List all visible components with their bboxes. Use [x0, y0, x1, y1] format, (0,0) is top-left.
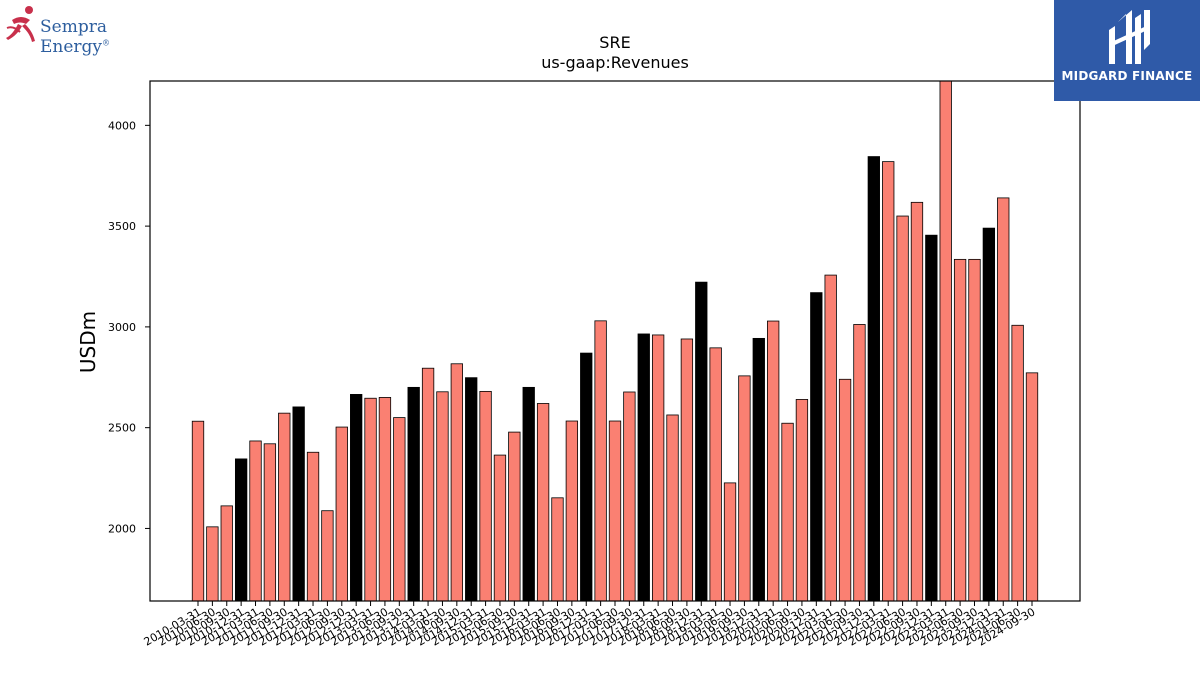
bar-2013-06-30 [378, 397, 392, 602]
y-tick-label: 2000 [108, 522, 136, 535]
sempra-runner-icon [6, 6, 35, 42]
bar-2016-09-30 [565, 420, 579, 602]
bar-2015-12-31 [522, 386, 535, 602]
bar-2016-03-31 [536, 403, 550, 602]
bar-2023-12-31 [982, 227, 996, 602]
y-axis-ticks: 2000 2500 3000 3500 4000 [108, 119, 150, 535]
sempra-logo-name: Sempra Energy [40, 17, 107, 57]
bar-2019-03-31 [709, 347, 722, 602]
bar-2013-12-31 [407, 386, 420, 602]
bar-2015-06-30 [493, 454, 507, 602]
bar-2021-03-31 [824, 274, 837, 602]
bar-2011-06-30 [263, 443, 277, 602]
bar-2015-03-31 [479, 390, 492, 602]
sempra-logo-text: Sempra Energy® [40, 17, 179, 57]
bar-2020-03-31 [767, 320, 780, 602]
bar-2013-03-31 [364, 397, 377, 602]
bar-2022-12-31 [925, 234, 938, 602]
bar-2012-03-31 [306, 451, 320, 602]
bar-2018-03-31 [651, 334, 665, 602]
bar-2014-12-31 [465, 377, 478, 602]
bar-2011-03-31 [249, 440, 262, 602]
y-tick-label: 3500 [108, 220, 136, 233]
y-axis-label: USDm [76, 311, 100, 373]
midgard-monogram-icon [1109, 10, 1150, 64]
bar-2012-12-31 [350, 394, 363, 602]
bar-2016-12-31 [580, 352, 593, 602]
bar-2021-09-30 [853, 324, 866, 602]
bar-2011-12-31 [292, 406, 305, 602]
bar-2022-03-31 [882, 161, 895, 602]
bar-2022-06-30 [896, 215, 909, 602]
bar-2021-06-30 [838, 378, 852, 602]
bar-2014-09-30 [450, 363, 463, 602]
bar-2021-12-31 [867, 156, 880, 602]
bar-2016-06-30 [551, 497, 564, 602]
y-tick-label: 4000 [108, 119, 136, 132]
bar-2023-03-31 [939, 80, 952, 602]
bar-2010-09-30 [220, 505, 233, 602]
bar-2018-06-30 [666, 414, 679, 602]
bar-2020-06-30 [781, 422, 794, 602]
bar-2012-06-30 [321, 510, 334, 602]
bar-2019-12-31 [752, 337, 765, 602]
bar-2023-06-30 [953, 258, 967, 602]
bar-2020-09-30 [795, 399, 809, 602]
midgard-finance-logo: MIDGARD FINANCE [1054, 0, 1200, 101]
sempra-logo-mark: ® [102, 38, 111, 48]
bar-2024-06-30 [1011, 324, 1024, 602]
y-tick-label: 3000 [108, 321, 136, 334]
bar-2014-03-31 [421, 367, 435, 602]
bar-2019-09-30 [738, 375, 751, 602]
bar-2019-06-30 [723, 482, 737, 602]
bar-2014-06-30 [436, 391, 449, 602]
bar-2018-12-31 [695, 281, 708, 602]
bar-2017-12-31 [637, 333, 650, 602]
bar-2010-03-31 [191, 420, 205, 602]
bar-2018-09-30 [680, 338, 694, 602]
bar-2010-06-30 [206, 526, 219, 602]
bar-2010-12-31 [234, 458, 248, 602]
bar-2023-09-30 [968, 258, 981, 602]
bar-2017-09-30 [623, 391, 636, 602]
y-tick-label: 2500 [108, 422, 136, 435]
bar-2020-12-31 [810, 292, 823, 602]
bar-2015-09-30 [508, 431, 521, 602]
bars-group [191, 80, 1039, 602]
bar-2024-09-30 [1025, 372, 1039, 602]
midgard-logo-text: MIDGARD FINANCE [1061, 69, 1193, 83]
bar-2011-09-30 [278, 412, 291, 602]
bar-2022-09-30 [910, 201, 924, 602]
chart-subtitle: us-gaap:Revenues [541, 53, 689, 72]
bar-2013-09-30 [393, 417, 406, 602]
bar-2024-03-31 [997, 197, 1010, 602]
bar-2017-06-30 [608, 420, 622, 602]
sempra-energy-logo: Sempra Energy® [4, 4, 179, 57]
bar-2012-09-30 [335, 426, 348, 602]
x-axis-ticks: 2010-03-312010-06-302010-09-302010-12-31… [142, 601, 1038, 649]
bar-2017-03-31 [594, 320, 607, 602]
chart-title: SRE [599, 33, 630, 52]
